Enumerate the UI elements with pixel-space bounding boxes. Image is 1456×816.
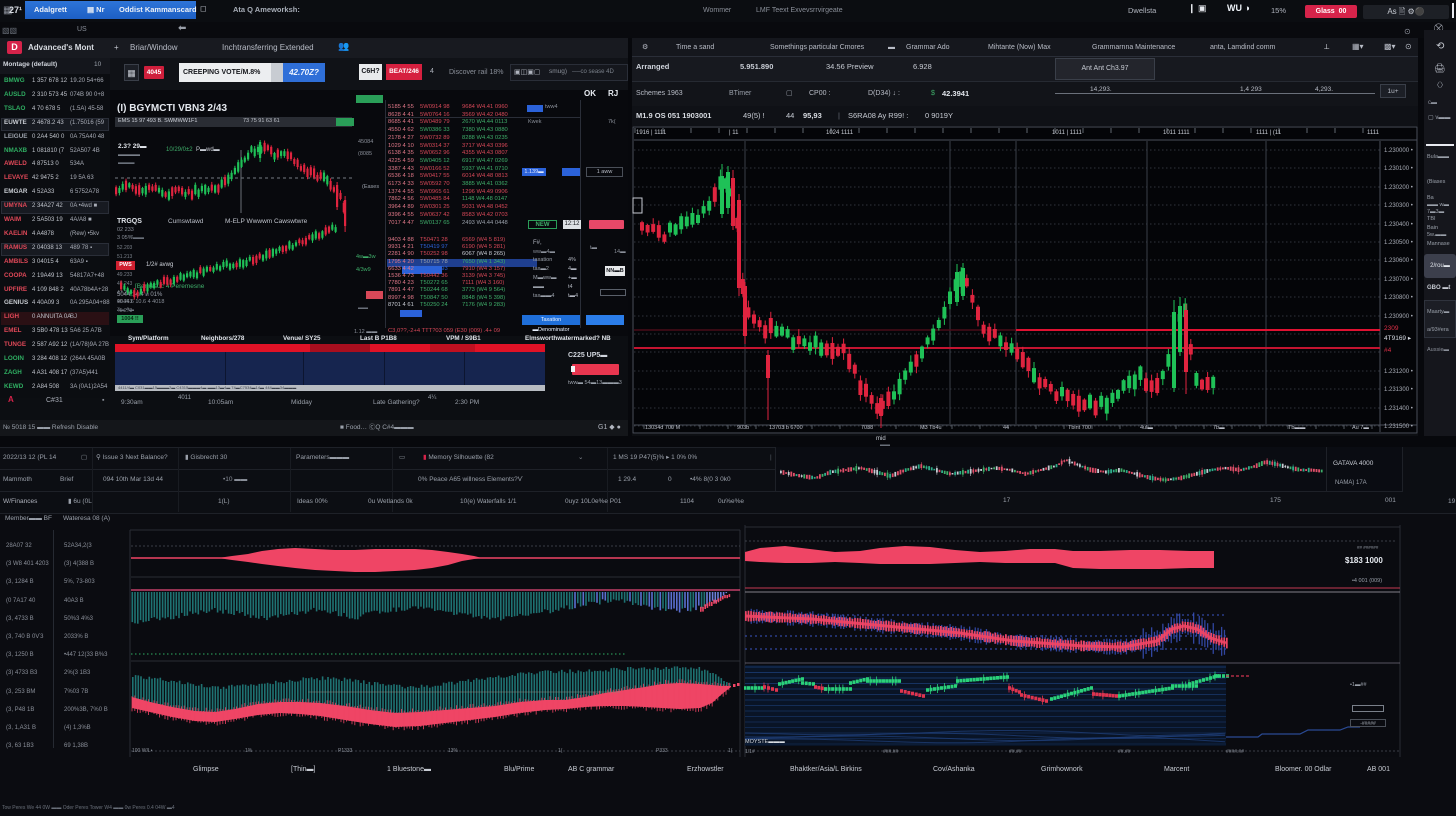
svg-text:1.230400 •: 1.230400 •	[1384, 222, 1413, 228]
svg-text:1.230500 •: 1.230500 •	[1384, 240, 1413, 246]
svg-text:1.231300 •: 1.231300 •	[1384, 387, 1413, 393]
svg-text:1.230600 •: 1.230600 •	[1384, 258, 1413, 264]
svg-text:1.230200 •: 1.230200 •	[1384, 185, 1413, 191]
svg-text:1.230800 •: 1.230800 •	[1384, 295, 1413, 301]
svg-text:1.231500 •: 1.231500 •	[1384, 424, 1413, 430]
svg-text:1.231400 •: 1.231400 •	[1384, 406, 1413, 412]
svg-text:1.230100 •: 1.230100 •	[1384, 166, 1413, 172]
svg-text:1.230700 •: 1.230700 •	[1384, 277, 1413, 283]
svg-text:1.230000 •: 1.230000 •	[1384, 148, 1413, 154]
svg-text:1.231200 •: 1.231200 •	[1384, 369, 1413, 375]
svg-text:1.230900 •: 1.230900 •	[1384, 314, 1413, 320]
svg-text:4T9169 ▸: 4T9169 ▸	[1384, 335, 1412, 342]
svg-text:#4: #4	[1384, 347, 1392, 354]
svg-text:1.230300 •: 1.230300 •	[1384, 203, 1413, 209]
svg-text:2309: 2309	[1384, 325, 1399, 332]
